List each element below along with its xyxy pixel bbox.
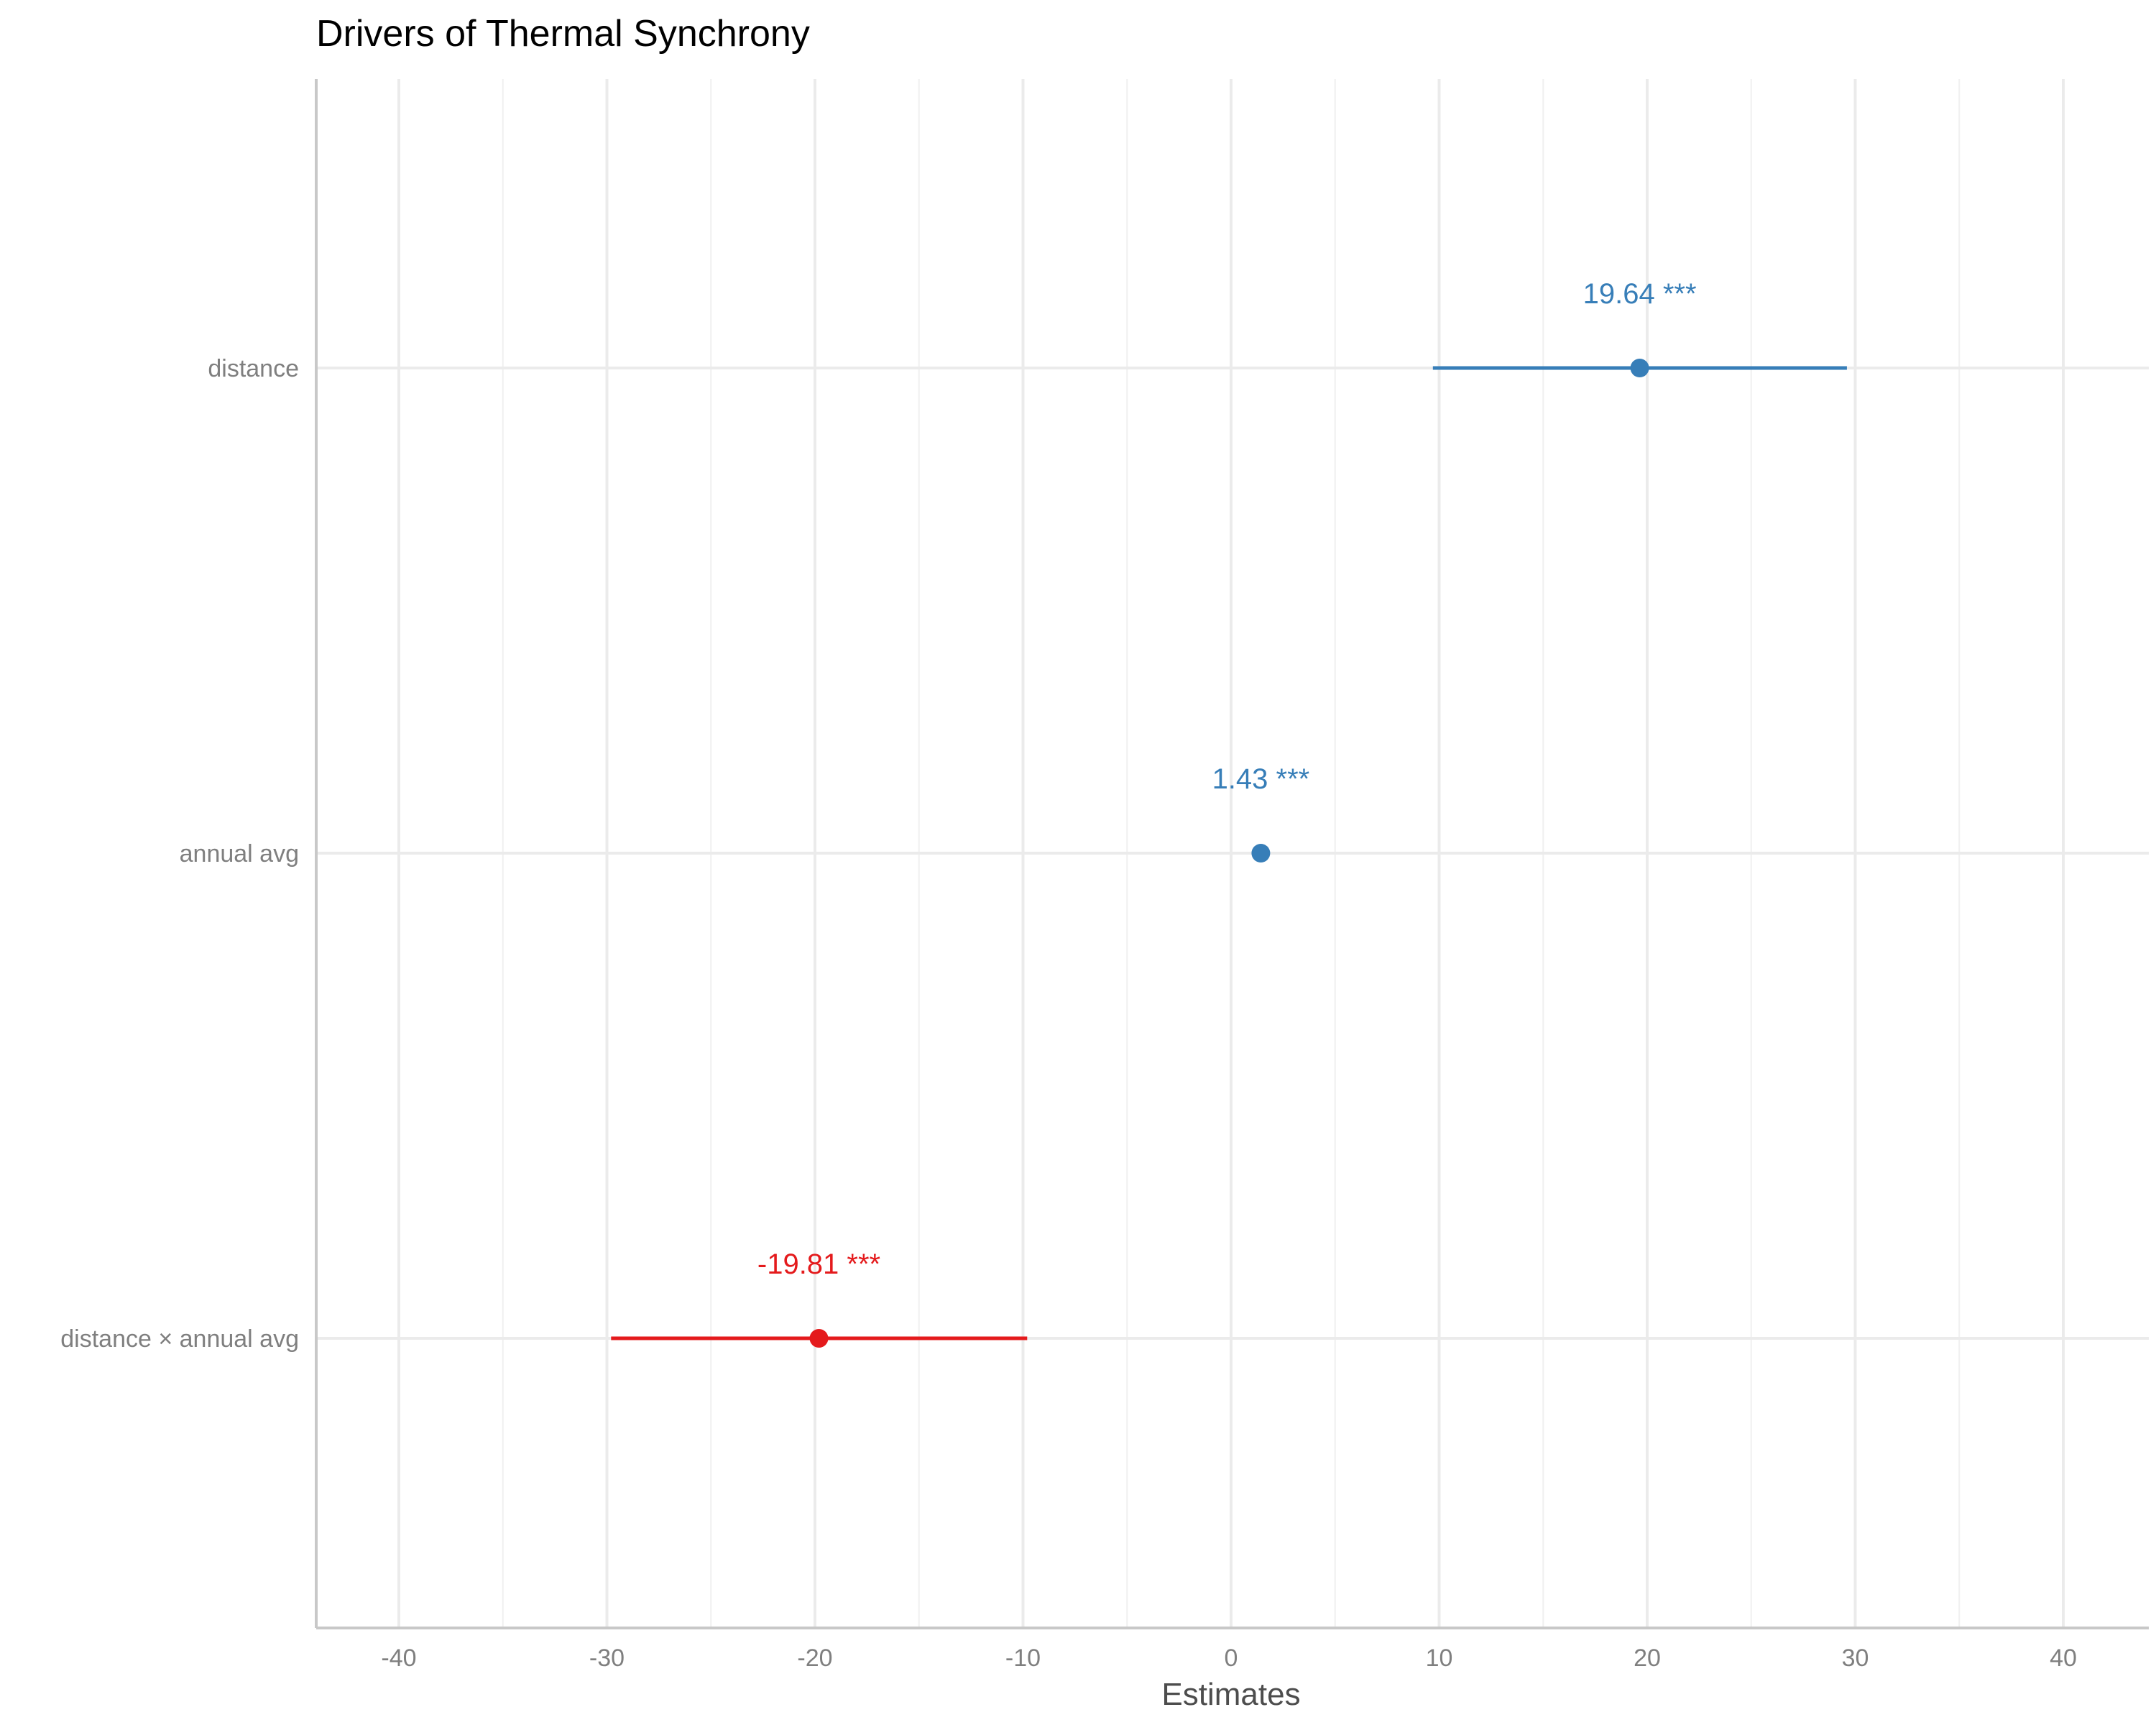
y-tick-label: distance × annual avg — [60, 1325, 299, 1353]
estimate-point — [1630, 359, 1649, 377]
y-tick-labels: distance annual avg distance × annual avg — [60, 355, 299, 1353]
x-tick-labels: -40 -30 -20 -10 0 10 20 30 40 — [381, 1644, 2076, 1672]
x-tick-label: 40 — [2050, 1644, 2077, 1672]
estimate-label: 1.43 *** — [1212, 763, 1310, 795]
estimate-point — [809, 1329, 829, 1348]
gridlines — [316, 79, 2149, 1628]
y-tick-label: annual avg — [180, 840, 299, 868]
y-tick-label: distance — [208, 355, 299, 382]
x-tick-label: -40 — [381, 1644, 416, 1672]
x-tick-label: 30 — [1842, 1644, 1869, 1672]
x-tick-label: 0 — [1225, 1644, 1238, 1672]
estimate-label: 19.64 *** — [1583, 278, 1697, 310]
x-tick-label: -10 — [1005, 1644, 1041, 1672]
x-axis-label: Estimates — [1161, 1677, 1300, 1712]
x-tick-label: 10 — [1426, 1644, 1453, 1672]
x-tick-label: -20 — [797, 1644, 832, 1672]
estimate-marks: 19.64 *** 1.43 *** -19.81 *** — [611, 278, 1847, 1348]
estimate-point — [1251, 844, 1271, 862]
x-tick-label: -30 — [589, 1644, 625, 1672]
chart-title: Drivers of Thermal Synchrony — [316, 13, 810, 55]
x-tick-label: 20 — [1634, 1644, 1661, 1672]
estimate-label: -19.81 *** — [757, 1248, 880, 1280]
